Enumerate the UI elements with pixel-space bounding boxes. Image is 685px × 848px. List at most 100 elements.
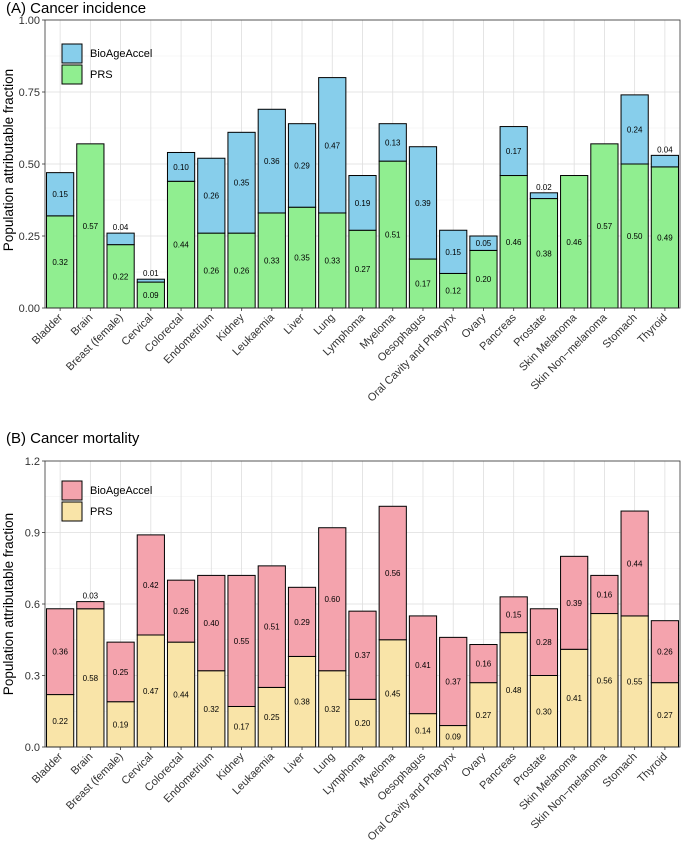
bar-value-label: 0.09 bbox=[143, 291, 159, 300]
bar-value-label: 0.27 bbox=[657, 711, 673, 720]
bar-prs bbox=[499, 175, 528, 309]
bar-prs bbox=[227, 705, 256, 748]
bar-value-label: 0.30 bbox=[536, 707, 552, 716]
bar-value-label: 0.49 bbox=[657, 233, 673, 242]
bar-value-label: 0.16 bbox=[476, 660, 492, 669]
bar-value-label: 0.38 bbox=[294, 698, 310, 707]
y-tick-label: 0.75 bbox=[19, 87, 40, 99]
x-tick-label: Brain bbox=[69, 751, 96, 778]
bar-value-label: 0.16 bbox=[597, 590, 613, 599]
bar-value-label: 0.45 bbox=[385, 689, 401, 698]
bar-value-label: 0.17 bbox=[506, 147, 522, 156]
bar-prs bbox=[650, 682, 679, 748]
bar-value-label: 0.41 bbox=[566, 694, 582, 703]
x-tick-label: Liver bbox=[282, 750, 308, 776]
bar-value-label: 0.26 bbox=[204, 267, 220, 276]
bar-prs bbox=[560, 175, 589, 309]
y-tick-label: 0.00 bbox=[19, 303, 40, 315]
bar-prs bbox=[408, 258, 438, 309]
bar-bioageaccel bbox=[529, 608, 559, 676]
x-tick-label: Thyroid bbox=[636, 751, 670, 785]
bar-value-label: 0.20 bbox=[476, 275, 492, 284]
legend-key-prs bbox=[61, 501, 83, 522]
bar-prs bbox=[106, 244, 135, 309]
bar-value-label: 0.35 bbox=[294, 254, 310, 263]
bar-bioageaccel bbox=[46, 608, 75, 696]
panel-incidence: 0.00 0.25 0.50 0.75 1.00 0.32 0.15 0.57 0.22 0.04… bbox=[1, 0, 681, 404]
bar-value-label: 0.51 bbox=[264, 623, 280, 632]
x-tick-label: Breast (female) bbox=[64, 751, 126, 813]
bar-value-label: 0.50 bbox=[627, 232, 643, 241]
legend-label: PRS bbox=[90, 506, 113, 518]
bar-value-label: 0.48 bbox=[506, 686, 522, 695]
bar-prs bbox=[197, 232, 226, 309]
bar-value-label: 0.22 bbox=[52, 717, 68, 726]
bar-bioageaccel bbox=[650, 620, 679, 684]
bar-value-label: 0.03 bbox=[83, 592, 99, 601]
panel-title: (B) Cancer mortality bbox=[6, 430, 140, 447]
bar-value-label: 0.28 bbox=[536, 638, 552, 647]
bar-prs bbox=[166, 641, 196, 748]
bar-value-label: 0.27 bbox=[355, 265, 371, 274]
bar-value-label: 0.55 bbox=[234, 637, 250, 646]
bar-bioageaccel bbox=[529, 192, 559, 200]
bar-value-label: 0.37 bbox=[355, 651, 371, 660]
bar-bioageaccel bbox=[318, 527, 347, 672]
bar-value-label: 0.47 bbox=[143, 687, 159, 696]
bar-value-label: 0.51 bbox=[385, 231, 401, 240]
bar-value-label: 0.56 bbox=[385, 569, 401, 578]
bar-prs bbox=[197, 670, 226, 748]
y-axis-label: Population attributable fraction bbox=[1, 513, 16, 695]
y-tick-label: 0.6 bbox=[25, 599, 40, 611]
bar-bioageaccel bbox=[620, 510, 649, 617]
bar-value-label: 0.24 bbox=[627, 125, 643, 134]
legend-label: PRS bbox=[90, 69, 113, 81]
bar-value-label: 0.10 bbox=[173, 163, 189, 172]
y-tick-label: 0.50 bbox=[19, 159, 40, 171]
bar-value-label: 0.14 bbox=[415, 726, 431, 735]
bar-bioageaccel bbox=[318, 77, 347, 214]
bar-value-label: 0.27 bbox=[476, 711, 492, 720]
bar-bioageaccel bbox=[499, 126, 528, 177]
bar-prs bbox=[590, 143, 619, 309]
bar-value-label: 0.47 bbox=[324, 141, 340, 150]
bar-value-label: 0.37 bbox=[445, 677, 461, 686]
bar-prs bbox=[378, 160, 407, 309]
x-tick-label: Bladder bbox=[30, 311, 66, 347]
bar-bioageaccel bbox=[257, 108, 286, 214]
panel-title: (A) Cancer incidence bbox=[6, 0, 146, 17]
bar-value-label: 0.36 bbox=[264, 157, 280, 166]
y-tick-label: 1.2 bbox=[25, 456, 40, 468]
legend-key-prs bbox=[61, 64, 83, 85]
bar-bioageaccel bbox=[227, 131, 256, 234]
bar-bioageaccel bbox=[499, 596, 528, 634]
bar-bioageaccel bbox=[439, 229, 468, 274]
bar-value-label: 0.26 bbox=[234, 267, 250, 276]
x-tick-label: Thyroid bbox=[636, 312, 670, 346]
bar-value-label: 0.05 bbox=[476, 239, 492, 248]
x-tick-label: Lung bbox=[312, 751, 338, 777]
bar-prs bbox=[469, 682, 498, 748]
bar-bioageaccel bbox=[408, 146, 438, 260]
bar-value-label: 0.60 bbox=[324, 595, 340, 604]
bar-value-label: 0.44 bbox=[173, 691, 189, 700]
bar-prs bbox=[318, 670, 347, 748]
bar-value-label: 0.41 bbox=[415, 661, 431, 670]
y-tick-label: 0.25 bbox=[19, 231, 40, 243]
bar-bioageaccel bbox=[560, 555, 589, 650]
bar-bioageaccel bbox=[136, 534, 165, 636]
x-tick-label: Liver bbox=[282, 311, 308, 337]
bar-bioageaccel bbox=[136, 278, 165, 283]
bar-value-label: 0.22 bbox=[113, 272, 129, 281]
bar-value-label: 0.19 bbox=[355, 199, 371, 208]
bar-value-label: 0.04 bbox=[657, 145, 673, 154]
bar-prs bbox=[166, 180, 196, 309]
bar-value-label: 0.42 bbox=[143, 581, 159, 590]
bar-bioageaccel bbox=[287, 586, 317, 657]
x-tick-label: Breast (female) bbox=[64, 312, 126, 374]
bar-bioageaccel bbox=[106, 641, 135, 703]
bar-value-label: 0.12 bbox=[445, 287, 461, 296]
bar-value-label: 0.29 bbox=[294, 618, 310, 627]
bar-bioageaccel bbox=[378, 505, 407, 641]
bar-value-label: 0.19 bbox=[113, 720, 129, 729]
